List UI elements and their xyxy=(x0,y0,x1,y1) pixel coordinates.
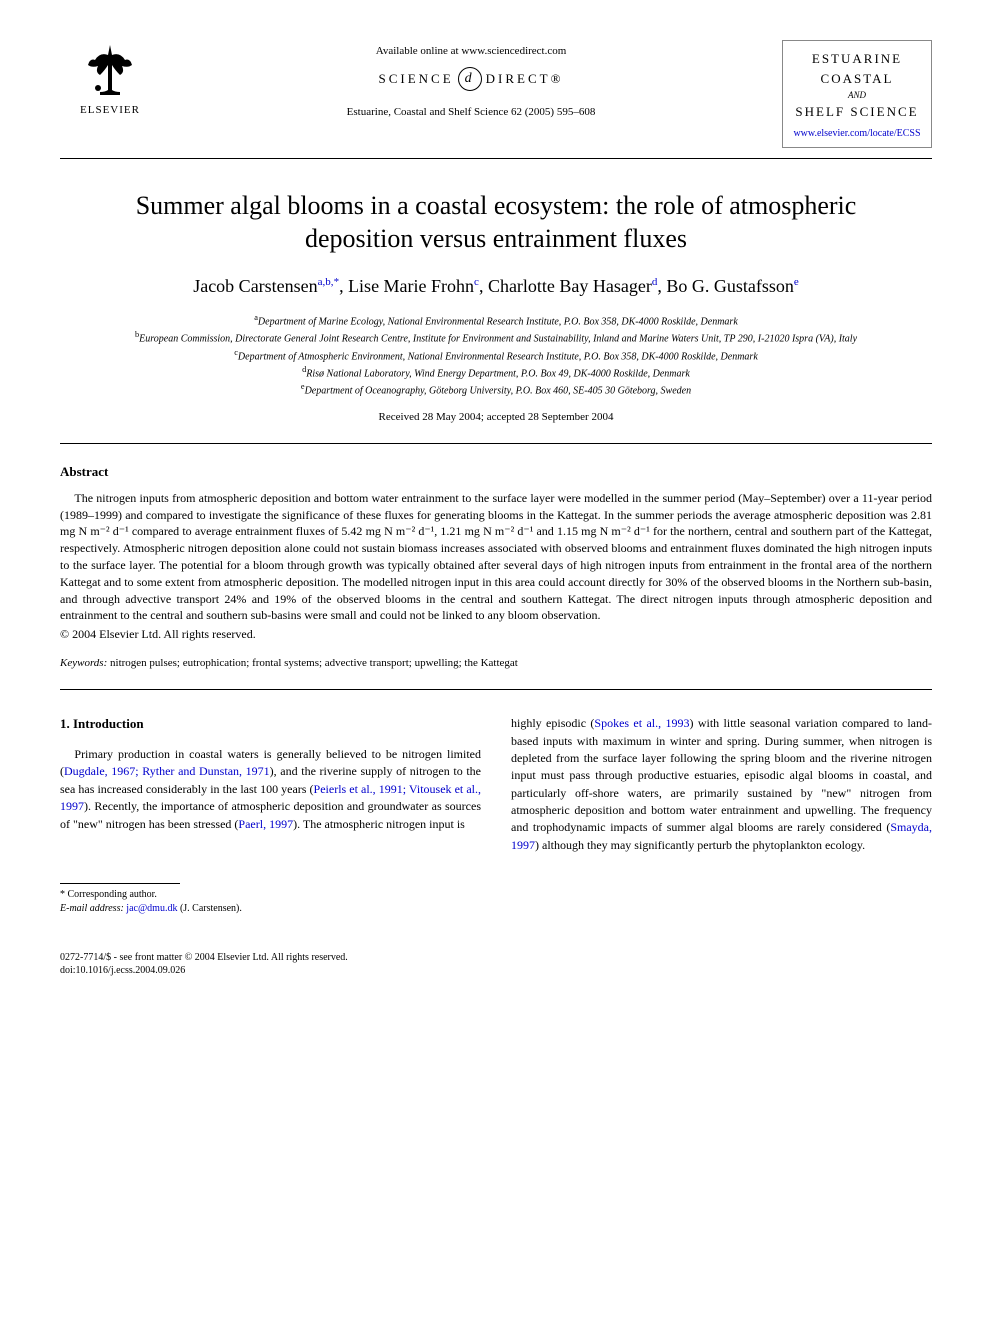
elsevier-label: ELSEVIER xyxy=(80,104,140,116)
elsevier-tree-icon xyxy=(80,40,140,100)
journal-word-3: SHELF SCIENCE xyxy=(787,102,927,122)
journal-logo-box: ESTUARINE COASTAL AND SHELF SCIENCE www.… xyxy=(782,40,932,148)
journal-word-1: ESTUARINE xyxy=(787,49,927,69)
footer-doi-line: doi:10.1016/j.ecss.2004.09.026 xyxy=(60,964,932,977)
authors-line: Jacob Carstensena,b,*, Lise Marie Frohnc… xyxy=(60,276,932,297)
sd-at-icon: d xyxy=(458,67,482,91)
journal-and: AND xyxy=(787,90,927,100)
page-footer: 0272-7714/$ - see front matter © 2004 El… xyxy=(60,951,932,977)
center-header: Available online at www.sciencedirect.co… xyxy=(160,40,782,118)
abstract-heading: Abstract xyxy=(60,464,932,480)
left-column: 1. Introduction Primary production in co… xyxy=(60,715,481,916)
corresponding-author-note: * Corresponding author. xyxy=(60,888,481,902)
citation-link-3[interactable]: Paerl, 1997 xyxy=(238,817,293,831)
affiliations-block: aDepartment of Marine Ecology, National … xyxy=(60,312,932,399)
email-link[interactable]: jac@dmu.dk xyxy=(126,903,177,914)
journal-url-link[interactable]: www.elsevier.com/locate/ECSS xyxy=(787,128,927,139)
keywords-label: Keywords: xyxy=(60,657,107,669)
citation-line: Estuarine, Coastal and Shelf Science 62 … xyxy=(160,106,782,118)
author-3: Charlotte Bay Hasagerd xyxy=(488,276,657,296)
sd-right: DIRECT® xyxy=(486,71,564,87)
affiliation-d: dRisø National Laboratory, Wind Energy D… xyxy=(60,364,932,381)
citation-link-4[interactable]: Spokes et al., 1993 xyxy=(594,716,689,730)
journal-word-2: COASTAL xyxy=(787,69,927,89)
email-name: (J. Carstensen). xyxy=(177,903,241,914)
right-column: highly episodic (Spokes et al., 1993) wi… xyxy=(511,715,932,916)
author-2: Lise Marie Frohnc xyxy=(348,276,479,296)
journal-header: ELSEVIER Available online at www.science… xyxy=(60,40,932,159)
keywords-text: nitrogen pulses; eutrophication; frontal… xyxy=(107,657,518,669)
author-4: Bo G. Gustafssone xyxy=(666,276,798,296)
abstract-body: The nitrogen inputs from atmospheric dep… xyxy=(60,490,932,624)
email-footnote: E-mail address: jac@dmu.dk (J. Carstense… xyxy=(60,902,481,916)
intro-paragraph-left: Primary production in coastal waters is … xyxy=(60,746,481,833)
affiliation-a: aDepartment of Marine Ecology, National … xyxy=(60,312,932,329)
affiliation-c: cDepartment of Atmospheric Environment, … xyxy=(60,347,932,364)
sd-left: SCIENCE xyxy=(379,71,454,87)
keywords-line: Keywords: nitrogen pulses; eutrophicatio… xyxy=(60,657,932,669)
divider-bottom xyxy=(60,689,932,690)
divider-top xyxy=(60,443,932,444)
section-1-heading: 1. Introduction xyxy=(60,715,481,734)
citation-link-1[interactable]: Dugdale, 1967; Ryther and Dunstan, 1971 xyxy=(64,764,270,778)
elsevier-logo: ELSEVIER xyxy=(60,40,160,116)
body-columns: 1. Introduction Primary production in co… xyxy=(60,715,932,916)
affiliation-b: bEuropean Commission, Directorate Genera… xyxy=(60,329,932,346)
footnote-rule xyxy=(60,883,180,884)
intro-paragraph-right: highly episodic (Spokes et al., 1993) wi… xyxy=(511,715,932,854)
received-accepted-line: Received 28 May 2004; accepted 28 Septem… xyxy=(60,411,932,423)
article-title: Summer algal blooms in a coastal ecosyst… xyxy=(100,189,892,257)
footer-issn-line: 0272-7714/$ - see front matter © 2004 El… xyxy=(60,951,932,964)
sciencedirect-logo: SCIENCE d DIRECT® xyxy=(379,67,564,91)
available-online-text: Available online at www.sciencedirect.co… xyxy=(160,45,782,57)
affiliation-e: eDepartment of Oceanography, Göteborg Un… xyxy=(60,381,932,398)
email-label: E-mail address: xyxy=(60,903,124,914)
author-1: Jacob Carstensena,b,* xyxy=(193,276,339,296)
abstract-copyright: © 2004 Elsevier Ltd. All rights reserved… xyxy=(60,627,932,642)
